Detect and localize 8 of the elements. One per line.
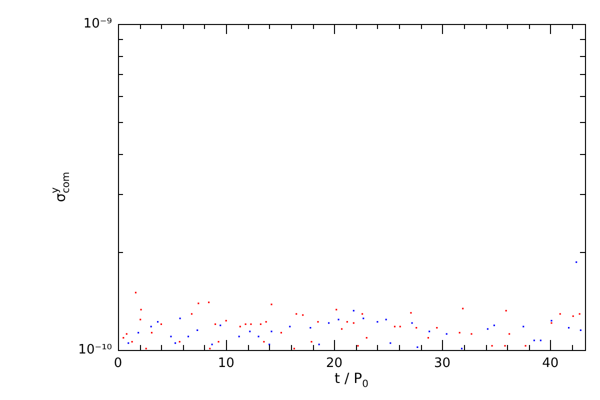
x-tick-label: 10 [218,356,234,372]
x-tick-label: 30 [434,356,451,372]
y-tick-label: 10⁻¹⁰ [78,342,112,358]
y-axis-title: σycom [50,172,72,202]
x-tick-label: 0 [114,356,122,372]
x-tick-label: 40 [542,356,559,372]
y-tick-label: 10⁻⁹ [83,16,112,32]
x-tick-label: 20 [326,356,342,372]
